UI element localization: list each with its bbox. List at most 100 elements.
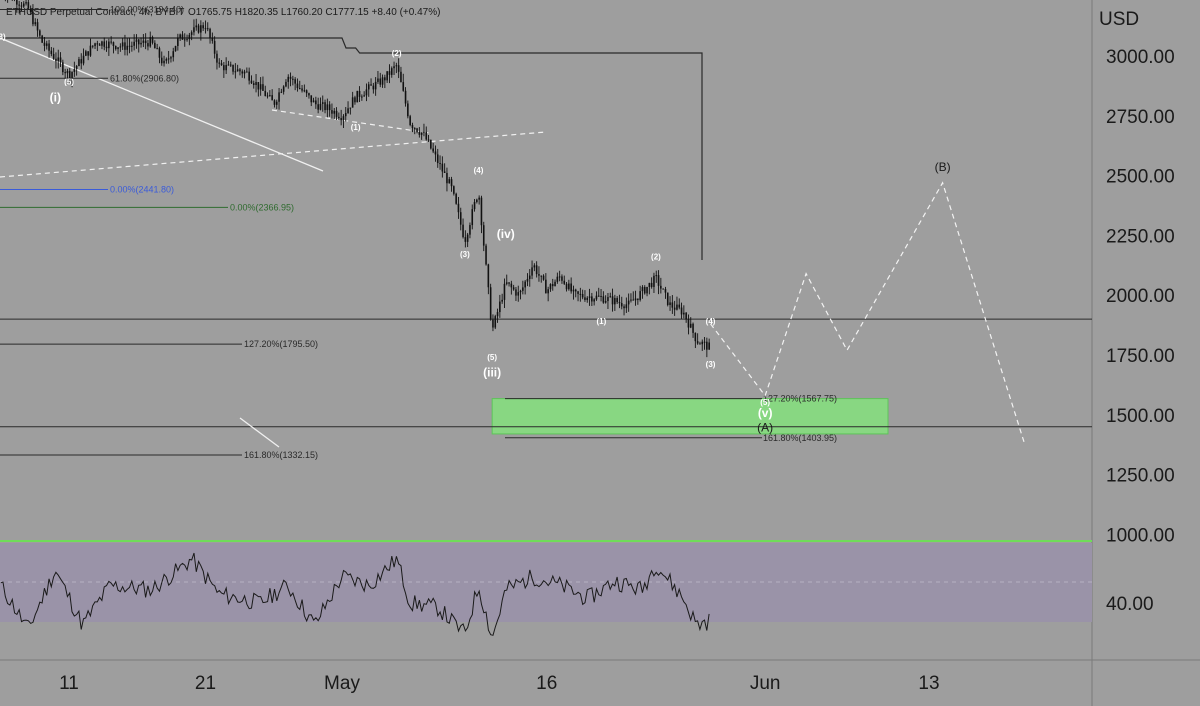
candle-body [367,84,370,90]
candle-body [416,128,418,133]
projection-path [710,181,1026,444]
candle-body [485,245,487,265]
candle-body [496,312,499,317]
candle-body [165,58,168,61]
candle-body [370,84,372,86]
wave-label: (4) [706,317,716,326]
candle-body [266,95,269,97]
candle-body [614,298,616,305]
candle-body [241,71,244,74]
price-tick-label: 2250.00 [1106,226,1175,247]
candle-body [27,2,30,9]
candle-body [512,287,515,290]
candle-body [632,299,635,301]
candle-body [623,306,625,309]
time-tick-label: Jun [750,673,781,694]
candle-body [317,104,319,110]
price-tick-label: 1250.00 [1106,466,1175,487]
candle-body [671,302,674,308]
candle-body [351,97,354,108]
candle-body [36,22,39,31]
candle-body [114,45,117,50]
candle-body [653,275,655,287]
candle-body [404,90,407,104]
candle-body [588,296,591,298]
candle-body [195,25,198,28]
candle-body [119,46,122,48]
candle-body [82,55,85,64]
fib-label: 127.20%(1567.75) [763,394,837,404]
candle-body [669,302,671,305]
candle-body [584,297,586,300]
candle-body [673,307,676,310]
candle-body [448,179,451,184]
candle-body [73,68,76,72]
candle-body [232,64,234,72]
candle-body [89,45,92,56]
candle-body [167,58,170,60]
candle-body [646,286,648,294]
candle-body [604,301,607,303]
candle-body [372,85,375,90]
candle-body [609,296,612,298]
fib-label: 100.00%(3194.40) [110,4,184,14]
candle-body [699,343,701,345]
fib-label: 0.00%(2441.80) [110,185,174,195]
candle-body [335,110,338,117]
candles [4,0,710,358]
candle-body [20,5,23,7]
candle-body [296,83,299,89]
trendline-dashed [0,131,547,178]
candle-body [639,291,641,300]
candle-body [407,103,409,117]
wave-label: (v) [758,406,773,420]
candle-body [344,113,347,117]
time-tick-label: 21 [195,673,216,694]
candle-body [457,203,460,213]
candle-body [289,76,292,79]
price-tick-label: 2500.00 [1106,167,1175,188]
candle-body [558,276,561,278]
candle-body [524,281,526,288]
candle-body [381,77,384,85]
fib-levels: 100.00%(3194.40) 61.80%(2906.80) 0.00%(244… [0,4,837,460]
candle-body [183,39,186,41]
time-axis-ticks: 11 21 May 16 Jun 13 [59,673,939,694]
candle-body [517,292,520,296]
candle-body [121,42,124,47]
candle-body [618,302,621,304]
price-tick-label: 1000.00 [1106,525,1175,546]
candle-body [80,59,83,64]
candle-body [303,90,306,92]
candle-body [160,57,163,64]
candle-body [151,37,154,43]
currency-label: USD [1099,9,1139,30]
candle-body [16,0,18,5]
candle-body [708,342,710,350]
candle-body [687,319,690,328]
candle-body [540,275,543,277]
fib-label: 127.20%(1795.50) [244,339,318,349]
rsi-tick-label: 40.00 [1106,594,1154,615]
candle-body [190,32,193,35]
candle-body [229,64,232,66]
time-tick-label: 11 [59,673,79,694]
candle-body [282,86,285,92]
candle-body [526,278,529,282]
candle-body [459,212,462,225]
candle-body [131,45,133,47]
candle-body [607,297,609,302]
candle-body [39,30,41,36]
candle-body [439,163,441,165]
candle-body [234,71,237,73]
candle-body [462,224,464,238]
candle-body [186,39,188,41]
candle-body [689,323,692,328]
candle-body [388,71,391,75]
candle-body [354,97,356,103]
candle-body [112,42,115,46]
candle-body [545,279,547,294]
candle-body [108,41,110,49]
